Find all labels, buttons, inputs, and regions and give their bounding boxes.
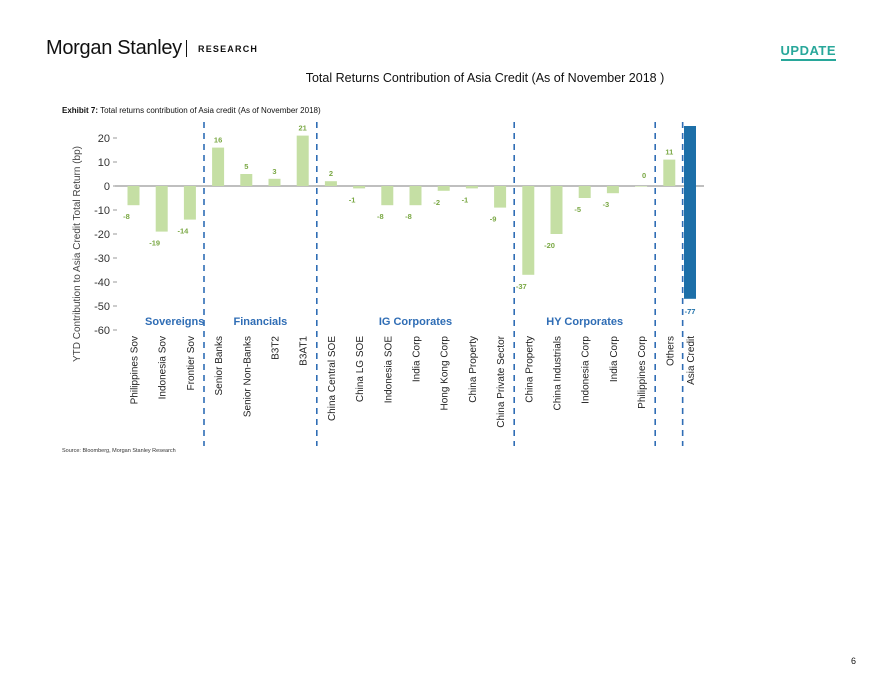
data-label: -37: [516, 282, 527, 291]
data-label: -1: [349, 195, 356, 204]
y-tick-label: 0: [104, 181, 110, 193]
data-label: -8: [377, 212, 384, 221]
bar: [494, 186, 507, 208]
data-label: -8: [405, 212, 412, 221]
page-heading: Total Returns Contribution of Asia Credi…: [305, 71, 665, 85]
data-label: 21: [299, 124, 307, 133]
data-label: 11: [665, 148, 673, 157]
y-tick-label: -60: [94, 325, 110, 337]
category-label: India Corp: [609, 336, 620, 383]
category-label: China Property: [524, 336, 535, 403]
category-label: Others: [665, 336, 676, 366]
bar: [606, 186, 619, 194]
group-label: HY Corporates: [546, 316, 623, 328]
y-tick-label: 10: [98, 157, 110, 169]
bar: [212, 147, 225, 186]
category-label: Indonesia SOE: [383, 336, 394, 404]
category-label: China Property: [468, 336, 479, 403]
y-tick-label: -20: [94, 229, 110, 241]
category-label: Asia Credit: [686, 336, 697, 385]
y-tick-label: -10: [94, 205, 110, 217]
bar: [578, 186, 591, 198]
category-label: Indonesia Sov: [158, 336, 169, 399]
data-label: 16: [214, 136, 222, 145]
category-label: Philippines Corp: [637, 336, 648, 409]
bar: [155, 186, 168, 232]
y-tick-label: -40: [94, 277, 110, 289]
category-label: Indonesia Corp: [581, 336, 592, 404]
data-label: 3: [272, 167, 276, 176]
category-label: China LG SOE: [355, 336, 366, 402]
data-label: -19: [149, 239, 160, 248]
total-bar: [684, 126, 696, 299]
category-label: India Corp: [412, 336, 423, 383]
data-label: 2: [329, 169, 333, 178]
bar: [353, 186, 366, 189]
category-label: Senior Non-Banks: [242, 336, 253, 417]
category-label: China Central SOE: [327, 336, 338, 421]
category-label: Philippines Sov: [130, 336, 141, 404]
bar: [268, 178, 281, 186]
bar: [381, 186, 394, 206]
exhibit-caption: Exhibit 7: Total returns contribution of…: [62, 106, 321, 115]
category-label: China Private Sector: [496, 335, 507, 427]
bar: [522, 186, 535, 275]
category-label: B3AT1: [299, 336, 310, 366]
group-label: Financials: [234, 316, 288, 328]
data-label: 5: [244, 162, 248, 171]
y-axis-title: YTD Contribution to Asia Credit Total Re…: [72, 146, 83, 362]
bar: [635, 186, 648, 187]
data-label: -1: [462, 195, 469, 204]
bar: [465, 186, 478, 189]
data-label: -8: [123, 212, 130, 221]
bar: [183, 186, 196, 220]
bar: [240, 174, 253, 186]
data-label: -2: [433, 198, 440, 207]
data-label: -14: [177, 227, 189, 236]
data-label: 0: [642, 171, 646, 180]
update-badge: UPDATE: [780, 43, 836, 61]
group-label: IG Corporates: [379, 316, 452, 328]
bar: [550, 186, 563, 234]
y-tick-label: -30: [94, 253, 110, 265]
page-number: 6: [850, 656, 856, 666]
category-label: Senior Banks: [214, 336, 225, 395]
y-tick-label: -50: [94, 301, 110, 313]
data-label: -5: [574, 205, 581, 214]
source-note: Source: Bloomberg, Morgan Stanley Resear…: [62, 448, 176, 454]
data-label: -9: [490, 215, 497, 224]
research-label: RESEARCH: [198, 44, 259, 54]
bar: [296, 135, 309, 186]
data-label: -20: [544, 241, 555, 250]
exhibit-title: Total returns contribution of Asia credi…: [100, 106, 321, 115]
bar: [663, 159, 676, 186]
bar: [437, 186, 450, 191]
bar: [127, 186, 140, 206]
bar: [324, 181, 337, 186]
category-label: B3T2: [271, 336, 282, 360]
y-tick-label: 20: [98, 133, 110, 145]
data-label: -77: [685, 307, 696, 316]
category-label: China Industrials: [553, 336, 564, 410]
category-label: Hong Kong Corp: [440, 336, 451, 411]
morgan-stanley-logo: Morgan Stanley: [46, 37, 182, 59]
exhibit-label: Exhibit 7:: [62, 106, 99, 115]
data-label: -3: [603, 200, 610, 209]
bar: [409, 186, 422, 206]
group-label: Sovereigns: [145, 316, 204, 328]
category-label: Frontier Sov: [186, 336, 197, 390]
logo-divider: [186, 40, 187, 57]
